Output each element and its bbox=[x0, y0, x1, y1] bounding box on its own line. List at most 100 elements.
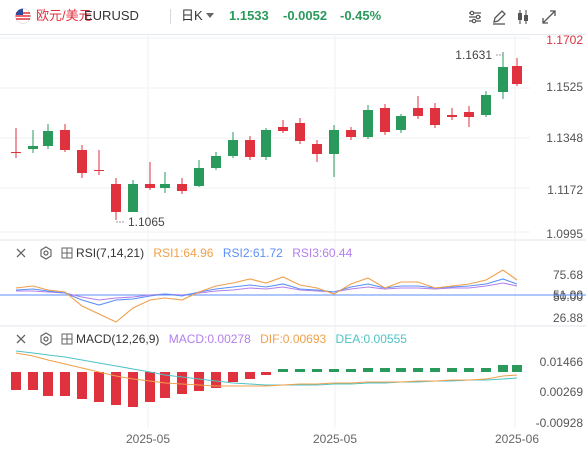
macd-histogram-bar bbox=[464, 368, 474, 372]
macd-histogram-bar bbox=[498, 365, 508, 372]
macd-histogram-bar bbox=[128, 372, 138, 407]
macd-histogram-bar bbox=[512, 365, 522, 372]
price-change-percent: -0.45% bbox=[340, 8, 382, 23]
candle-body bbox=[11, 152, 21, 153]
candle-body bbox=[312, 144, 322, 154]
macd-histogram-bar bbox=[295, 369, 305, 372]
rsi-axis-tick-label: 50.00 bbox=[553, 290, 583, 304]
macd-histogram-bar bbox=[111, 372, 121, 405]
candle-body bbox=[261, 130, 271, 157]
candlestick-chart[interactable]: 1.1702 1.1525 1.1348 1.1172 1.0995 1.1631 1.10… bbox=[0, 34, 586, 450]
candle-body bbox=[380, 108, 390, 132]
symbol-code: EURUSD bbox=[84, 8, 139, 23]
y-axis-tick-label: 1.1348 bbox=[546, 131, 583, 145]
macd-histogram-bar bbox=[481, 368, 491, 372]
macd-histogram-bar bbox=[430, 368, 440, 372]
rsi-header: RSI(7,14,21) RSI1:64.96 RSI2:61.72 RSI3:… bbox=[14, 246, 352, 260]
macd-histogram-bar bbox=[11, 372, 21, 390]
macd-histogram-bar bbox=[312, 369, 322, 372]
macd-histogram-bar bbox=[145, 372, 155, 402]
candle-body bbox=[346, 130, 356, 137]
dea-line bbox=[15, 350, 518, 386]
macd-histogram-bar bbox=[447, 368, 457, 372]
macd-histogram-bar bbox=[396, 368, 406, 372]
x-axis-date-label: 2025-05 bbox=[126, 432, 170, 446]
y-axis-tick-label: 1.1702 bbox=[546, 34, 583, 47]
candlestick-type-icon[interactable] bbox=[514, 8, 532, 26]
macd-histogram-bar bbox=[363, 368, 373, 372]
candle-body bbox=[228, 140, 238, 156]
candle-body bbox=[363, 110, 373, 137]
macd-header: MACD(12,26,9) MACD:0.00278 DIF:0.00693 D… bbox=[14, 332, 407, 346]
us-flag-icon bbox=[15, 8, 31, 24]
last-price: 1.1533 bbox=[229, 8, 269, 23]
high-price-label: 1.1631 bbox=[455, 48, 492, 62]
draw-pen-icon[interactable] bbox=[490, 8, 508, 26]
macd-histogram-bar bbox=[413, 368, 423, 372]
low-price-label: 1.1065 bbox=[128, 215, 165, 229]
candle-body bbox=[77, 150, 87, 173]
indicator-box-icon bbox=[61, 333, 73, 345]
dif-value: DIF:0.00693 bbox=[260, 332, 327, 346]
macd-histogram-bar bbox=[94, 372, 104, 402]
macd-histogram-bar bbox=[160, 372, 170, 398]
candle-body bbox=[329, 130, 339, 154]
candle-body bbox=[145, 184, 155, 188]
collapse-icon[interactable] bbox=[14, 332, 28, 346]
macd-value: MACD:0.00278 bbox=[168, 332, 251, 346]
collapse-icon[interactable] bbox=[14, 246, 28, 260]
candle-body bbox=[211, 156, 221, 168]
candle-body bbox=[396, 116, 406, 130]
candle-body bbox=[28, 146, 38, 149]
candle-body bbox=[278, 127, 288, 131]
candle-body bbox=[43, 131, 53, 146]
macd-axis-tick-label: -0.00928 bbox=[536, 416, 584, 430]
y-axis-tick-label: 1.1172 bbox=[547, 183, 583, 197]
settings-sliders-icon[interactable] bbox=[466, 8, 484, 26]
candle-body bbox=[177, 184, 187, 191]
currency-pair-name: 欧元/美元 bbox=[36, 8, 92, 23]
candle-body bbox=[498, 67, 508, 92]
candle-body bbox=[245, 140, 255, 157]
gear-icon[interactable] bbox=[39, 332, 53, 346]
fullscreen-icon[interactable] bbox=[540, 8, 558, 26]
x-axis-date-label: 2025-06 bbox=[495, 432, 539, 446]
gear-icon[interactable] bbox=[39, 246, 53, 260]
candle-body bbox=[94, 170, 104, 171]
macd-histogram-bar bbox=[346, 369, 356, 372]
macd-histogram-bar bbox=[278, 369, 288, 372]
macd-histogram-bar bbox=[194, 372, 204, 391]
candle-body bbox=[481, 95, 491, 115]
indicator-box-icon bbox=[61, 247, 73, 259]
x-axis-date-label: 2025-05 bbox=[313, 432, 357, 446]
dif-line bbox=[15, 352, 518, 387]
candle-body bbox=[295, 123, 305, 141]
macd-histogram-bar bbox=[380, 368, 390, 372]
toolbar-divider bbox=[170, 9, 171, 24]
candle-body bbox=[60, 130, 70, 150]
candle-body bbox=[194, 168, 204, 186]
macd-histogram-bar bbox=[28, 372, 38, 390]
rsi-title: RSI(7,14,21) bbox=[76, 246, 145, 260]
candle-body bbox=[447, 115, 457, 117]
candle-body bbox=[128, 184, 138, 212]
candle-body bbox=[111, 184, 121, 212]
period-selector[interactable]: 日K bbox=[181, 8, 203, 23]
macd-histogram-bar bbox=[43, 372, 53, 396]
rsi-axis-tick-label: 75.68 bbox=[553, 268, 583, 282]
macd-histogram-bar bbox=[245, 372, 255, 379]
candle-body bbox=[464, 112, 474, 117]
macd-histogram-bar bbox=[228, 372, 238, 382]
macd-histogram-bar bbox=[60, 372, 70, 396]
chevron-down-icon[interactable] bbox=[206, 13, 214, 19]
candle-body bbox=[512, 66, 522, 84]
macd-histogram-bar bbox=[77, 372, 87, 399]
candle-body bbox=[430, 108, 440, 125]
macd-histogram-bar bbox=[261, 372, 271, 375]
macd-title: MACD(12,26,9) bbox=[76, 332, 160, 346]
rsi1-line bbox=[15, 269, 518, 323]
macd-histogram-bar bbox=[177, 372, 187, 394]
y-axis-tick-label: 1.0995 bbox=[546, 227, 583, 241]
macd-axis-tick-label: 0.00269 bbox=[540, 385, 584, 399]
rsi2-value: RSI2:61.72 bbox=[222, 246, 283, 260]
